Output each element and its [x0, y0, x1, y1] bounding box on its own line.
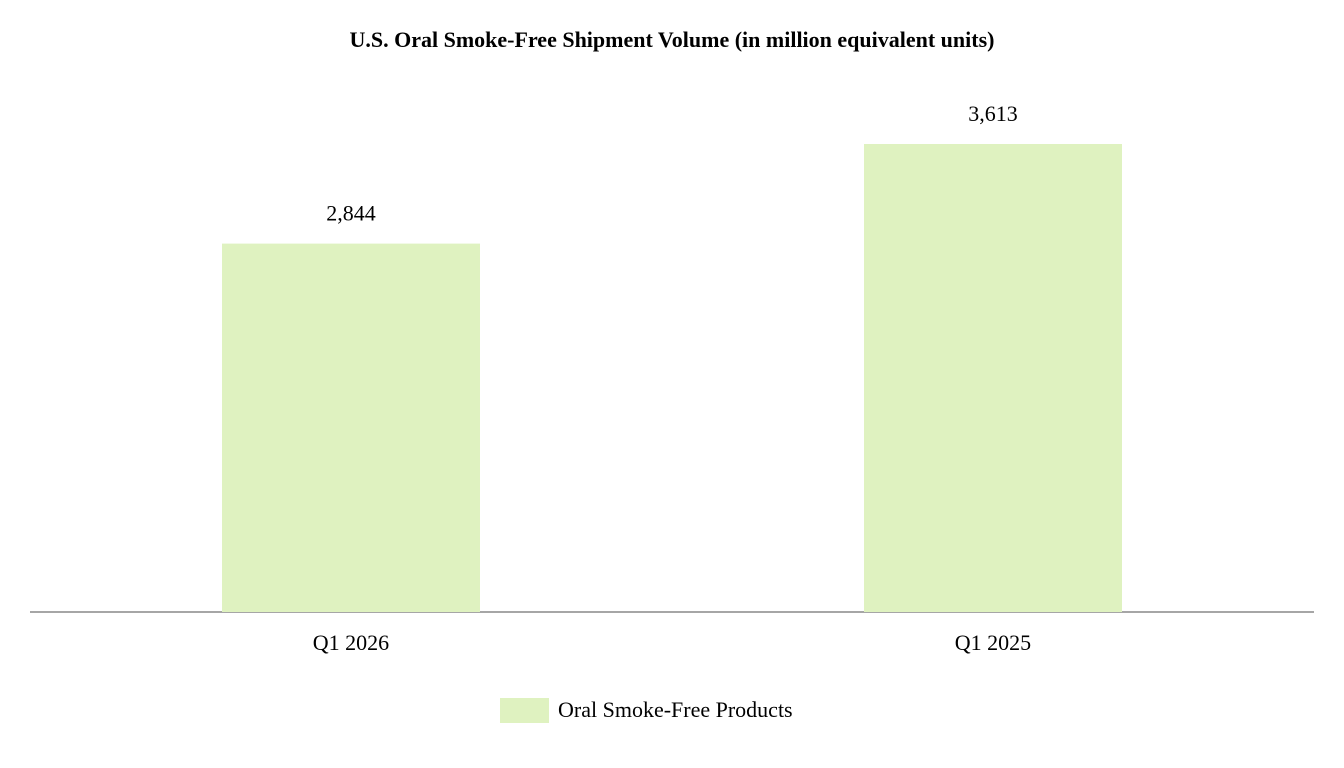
chart-title: U.S. Oral Smoke-Free Shipment Volume (in…: [350, 27, 995, 52]
bar: [864, 144, 1122, 612]
value-label: 3,613: [968, 101, 1018, 126]
x-tick-label: Q1 2025: [955, 630, 1031, 655]
legend-swatch: [500, 698, 549, 723]
value-label: 2,844: [326, 201, 376, 226]
legend-label: Oral Smoke-Free Products: [558, 697, 793, 722]
bar: [222, 243, 480, 612]
x-tick-label: Q1 2026: [313, 630, 389, 655]
